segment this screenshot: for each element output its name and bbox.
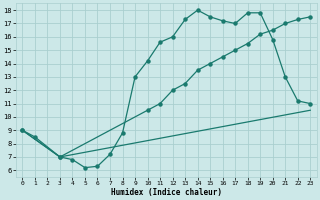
X-axis label: Humidex (Indice chaleur): Humidex (Indice chaleur) [111,188,222,197]
